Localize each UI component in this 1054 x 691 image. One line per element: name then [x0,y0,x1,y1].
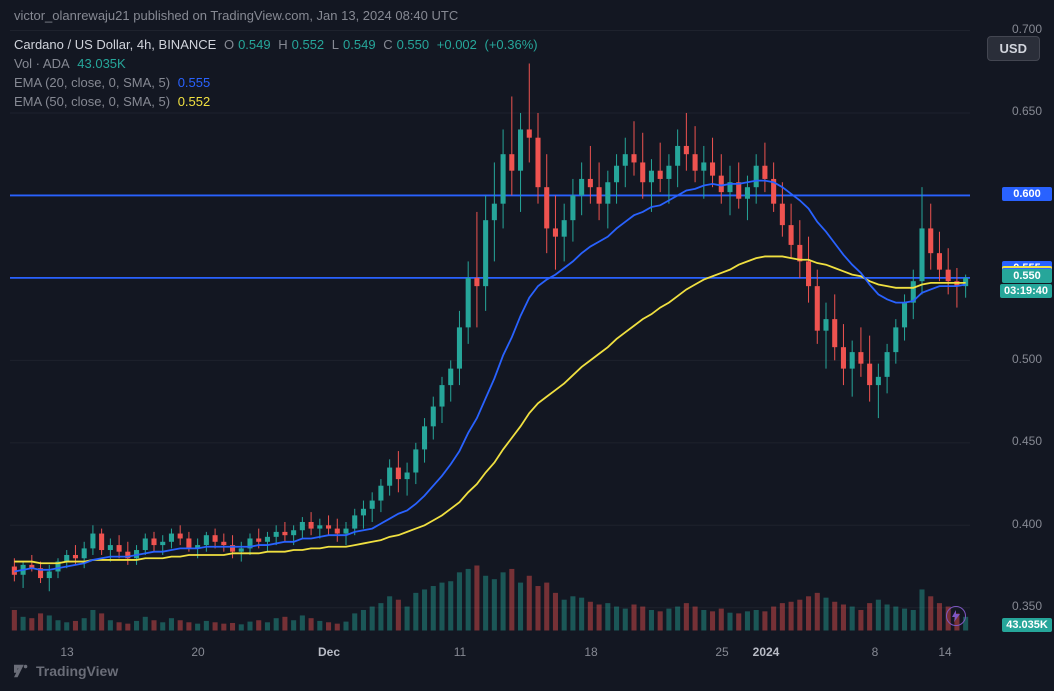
publish-header: victor_olanrewaju21 published on Trading… [0,0,1054,30]
ohlc-o: 0.549 [238,37,271,52]
x-axis-label: 14 [938,645,951,659]
ohlc-l: 0.549 [343,37,376,52]
symbol-title[interactable]: Cardano / US Dollar, 4h, BINANCE [14,37,216,52]
price-chart[interactable] [0,30,1054,691]
ema20-value: 0.555 [178,75,211,90]
ema50-label: EMA (50, close, 0, SMA, 5) [14,94,170,109]
ema20-label: EMA (20, close, 0, SMA, 5) [14,75,170,90]
ohlc-chg: +0.002 [437,37,477,52]
ohlc-o-label: O [224,37,234,52]
y-axis-label: 0.500 [1012,352,1042,366]
replay-flash-icon[interactable] [946,606,966,626]
chart-container: Cardano / US Dollar, 4h, BINANCE O0.549 … [0,30,1054,691]
price-tag: 0.600 [1002,187,1052,201]
ohlc-l-label: L [332,37,339,52]
countdown-tag: 03:19:40 [1000,284,1052,298]
x-axis-label: 8 [872,645,879,659]
currency-button[interactable]: USD [987,36,1040,61]
chart-legend: Cardano / US Dollar, 4h, BINANCE O0.549 … [14,36,542,112]
y-axis-label: 0.450 [1012,434,1042,448]
vol-value: 43.035K [77,56,125,71]
publisher-text: victor_olanrewaju21 published on Trading… [14,8,458,23]
x-axis-label: 20 [191,645,204,659]
x-axis-label: 25 [715,645,728,659]
watermark-text: TradingView [36,663,118,679]
ohlc-chg-pct: (+0.36%) [485,37,538,52]
x-axis-label: 2024 [753,645,780,659]
tradingview-watermark: TradingView [14,663,118,679]
volume-scale-tag: 43.035K [1002,618,1052,632]
ohlc-h-label: H [278,37,287,52]
vol-label: Vol · ADA [14,56,70,71]
x-axis-label: Dec [318,645,340,659]
x-axis-label: 13 [60,645,73,659]
price-tag: 0.550 [1002,269,1052,283]
tradingview-logo-icon [14,663,30,679]
y-axis-label: 0.400 [1012,517,1042,531]
x-axis-label: 18 [584,645,597,659]
y-axis-label: 0.650 [1012,104,1042,118]
ohlc-c-label: C [383,37,392,52]
y-axis-label: 0.350 [1012,599,1042,613]
ema50-value: 0.552 [178,94,211,109]
ohlc-h: 0.552 [292,37,325,52]
ohlc-c: 0.550 [397,37,430,52]
y-axis-label: 0.700 [1012,22,1042,36]
x-axis-label: 11 [454,645,466,659]
